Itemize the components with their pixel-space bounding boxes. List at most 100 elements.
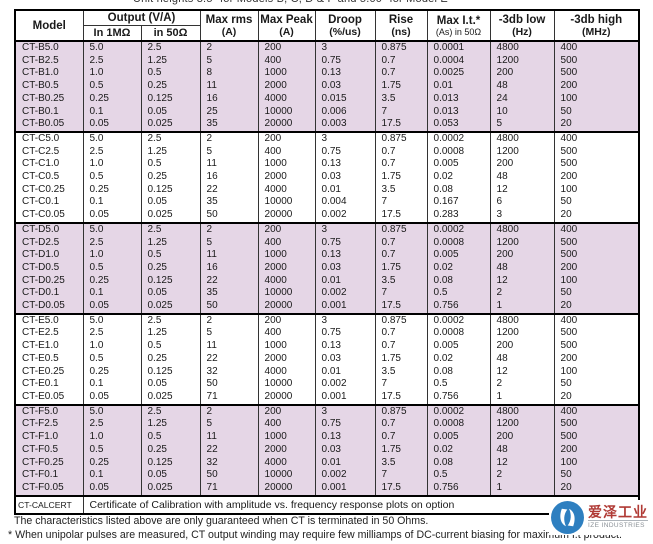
value-cell: 35: [199, 196, 259, 210]
value-cell: 200: [489, 249, 555, 262]
model-cell: CT-C5.0: [14, 131, 84, 146]
value-cell: 200: [257, 222, 316, 237]
value-cell: 3: [489, 209, 555, 223]
value-cell: 1.25: [140, 418, 201, 432]
value-cell: 17.5: [374, 390, 428, 405]
value-cell: 1000: [257, 67, 316, 81]
value-cell: 50: [553, 196, 640, 210]
value-cell: 1: [489, 300, 555, 314]
value-cell: 0.005: [426, 431, 491, 444]
table-row: CT-B0.5 0.5 0.25 11 2000 0.03 1.75 0.01 48 200: [14, 80, 640, 93]
value-cell: 20000: [257, 118, 316, 132]
value-cell: 1.0: [82, 340, 142, 353]
value-cell: 2: [199, 131, 259, 146]
value-cell: 16: [199, 171, 259, 184]
value-cell: 400: [257, 54, 316, 68]
value-cell: 0.08: [426, 365, 491, 379]
value-cell: 7: [374, 287, 428, 301]
value-cell: 0.025: [140, 481, 201, 496]
value-cell: 2000: [257, 352, 316, 366]
value-cell: 500: [553, 145, 640, 159]
ize-logo: 爱泽工业 IZE INDUSTRIES: [549, 500, 650, 535]
value-cell: 1000: [257, 249, 316, 262]
value-cell: 200: [489, 431, 555, 444]
col-max-rms: Max rms (A): [199, 9, 259, 42]
model-cell: CT-E0.05: [14, 390, 84, 405]
value-cell: 200: [257, 131, 316, 146]
value-cell: 1.75: [374, 80, 428, 93]
value-cell: 0.013: [426, 92, 491, 106]
value-cell: 5.0: [82, 313, 142, 328]
value-cell: 2.5: [140, 131, 201, 146]
value-cell: 35: [199, 118, 259, 132]
value-cell: 0.756: [426, 390, 491, 405]
value-cell: 50: [199, 378, 259, 391]
value-cell: 2.5: [140, 404, 201, 419]
value-cell: 3: [314, 131, 376, 146]
value-cell: 0.875: [374, 313, 428, 328]
value-cell: 1.75: [374, 352, 428, 366]
value-cell: 0.1: [82, 287, 142, 301]
value-cell: 1200: [489, 418, 555, 432]
col-droop: Droop (%/us): [314, 9, 376, 42]
table-row: CT-E5.0 5.0 2.5 2 200 3 0.875 0.0002 4800 400: [14, 313, 640, 328]
value-cell: 1000: [257, 158, 316, 172]
value-cell: 0.875: [374, 222, 428, 237]
value-cell: 10: [489, 105, 555, 119]
table-row: CT-C0.05 0.05 0.025 50 20000 0.002 17.5 0.283 3 2…: [14, 209, 640, 223]
value-cell: 2: [489, 378, 555, 391]
model-group-C: CT-C5.0 5.0 2.5 2 200 3 0.875 0.0002 4800 400 CT-C…: [14, 131, 640, 223]
value-cell: 16: [199, 261, 259, 275]
value-cell: 0.756: [426, 481, 491, 496]
value-cell: 22: [199, 443, 259, 457]
value-cell: 11: [199, 80, 259, 93]
model-cell: CT-D0.1: [14, 287, 84, 301]
spec-table: Model Output (V/A) Max rms (A) Max Peak (A…: [14, 9, 641, 515]
value-cell: 200: [553, 352, 640, 366]
value-cell: 5: [199, 145, 259, 159]
value-cell: 0.5: [140, 67, 201, 81]
value-cell: 100: [553, 456, 640, 470]
value-cell: 0.7: [374, 249, 428, 262]
value-cell: 0.004: [314, 196, 376, 210]
value-cell: 10000: [257, 287, 316, 301]
model-cell: CT-E0.1: [14, 378, 84, 391]
value-cell: 0.05: [140, 287, 201, 301]
value-cell: 0.08: [426, 183, 491, 197]
value-cell: 1200: [489, 54, 555, 68]
top-caption-text: Unit heights 3.5" for Models B, C, D & F…: [133, 0, 448, 5]
value-cell: 8: [199, 67, 259, 81]
model-cell: CT-F5.0: [14, 404, 84, 419]
value-cell: 1200: [489, 145, 555, 159]
model-cell: CT-D1.0: [14, 249, 84, 262]
value-cell: 0.025: [140, 209, 201, 223]
table-row: CT-B1.0 1.0 0.5 8 1000 0.13 0.7 0.0025 200 500: [14, 67, 640, 81]
value-cell: 0.75: [314, 327, 376, 341]
value-cell: 0.006: [314, 105, 376, 119]
value-cell: 500: [553, 158, 640, 172]
table-row: CT-F0.05 0.05 0.025 71 20000 0.001 17.5 0.756 1 2…: [14, 481, 640, 496]
value-cell: 100: [553, 365, 640, 379]
value-cell: 3: [314, 313, 376, 328]
value-cell: 1.0: [82, 67, 142, 81]
value-cell: 0.01: [314, 274, 376, 288]
col-output-group: Output (V/A): [82, 9, 201, 26]
value-cell: 5.0: [82, 222, 142, 237]
value-cell: 32: [199, 365, 259, 379]
value-cell: 0.0002: [426, 131, 491, 146]
value-cell: 35: [199, 287, 259, 301]
model-cell: CT-C0.5: [14, 171, 84, 184]
value-cell: 3: [314, 41, 376, 55]
value-cell: 0.005: [426, 158, 491, 172]
value-cell: 0.75: [314, 54, 376, 68]
table-row: CT-C1.0 1.0 0.5 11 1000 0.13 0.7 0.005 200 500: [14, 158, 640, 172]
value-cell: 400: [257, 236, 316, 250]
value-cell: 0.001: [314, 390, 376, 405]
value-cell: 0.25: [82, 183, 142, 197]
model-cell: CT-E5.0: [14, 313, 84, 328]
model-group-B: CT-B5.0 5.0 2.5 2 200 3 0.875 0.0001 4800 400 CT-B…: [14, 41, 640, 132]
value-cell: 0.025: [140, 390, 201, 405]
value-cell: 6: [489, 196, 555, 210]
value-cell: 0.25: [82, 92, 142, 106]
model-cell: CT-D0.5: [14, 261, 84, 275]
